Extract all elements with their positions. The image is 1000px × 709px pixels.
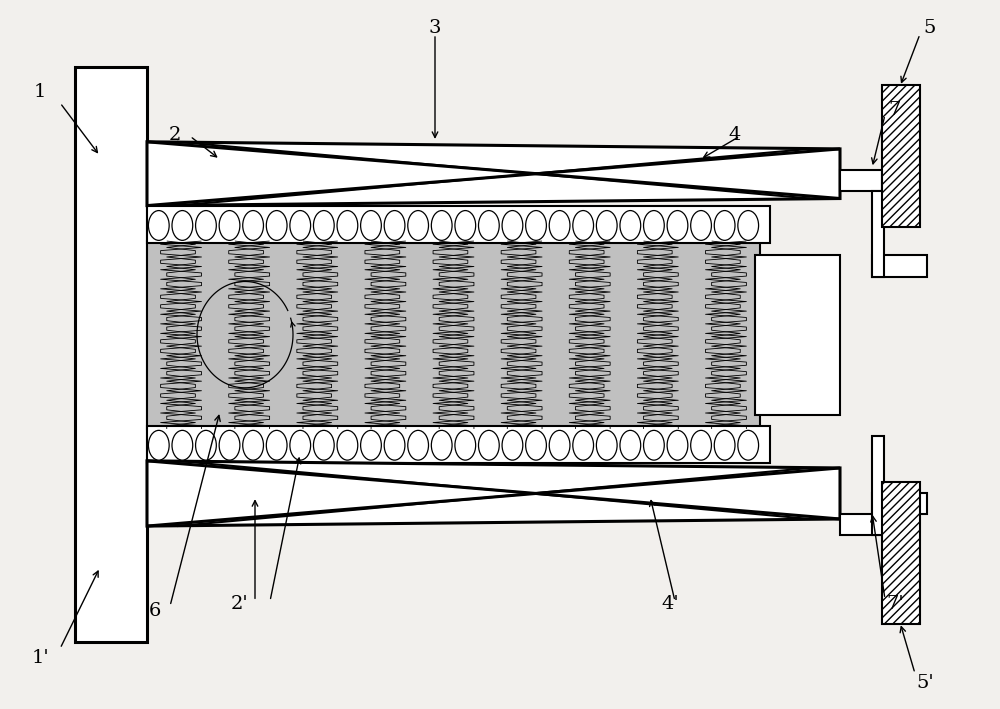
Ellipse shape [243, 430, 263, 460]
Ellipse shape [243, 211, 263, 240]
Ellipse shape [644, 430, 664, 460]
Bar [147, 426, 770, 463]
Ellipse shape [196, 211, 216, 240]
Polygon shape [147, 461, 840, 526]
Ellipse shape [714, 211, 735, 240]
Ellipse shape [219, 430, 240, 460]
Ellipse shape [266, 211, 287, 240]
Ellipse shape [738, 211, 759, 240]
Ellipse shape [196, 430, 216, 460]
Ellipse shape [526, 211, 546, 240]
Ellipse shape [384, 211, 405, 240]
Ellipse shape [361, 430, 381, 460]
Ellipse shape [667, 430, 688, 460]
Ellipse shape [455, 430, 476, 460]
Ellipse shape [502, 430, 523, 460]
Polygon shape [147, 142, 840, 206]
Bar [147, 206, 770, 243]
Bar [872, 191, 884, 277]
Ellipse shape [549, 211, 570, 240]
Ellipse shape [313, 430, 334, 460]
Text: 3: 3 [429, 19, 441, 38]
Ellipse shape [290, 430, 311, 460]
Ellipse shape [266, 430, 287, 460]
Ellipse shape [337, 211, 358, 240]
Ellipse shape [691, 430, 711, 460]
Ellipse shape [573, 430, 594, 460]
Ellipse shape [644, 211, 664, 240]
Ellipse shape [172, 211, 193, 240]
Ellipse shape [738, 430, 759, 460]
Text: 5: 5 [924, 19, 936, 38]
Ellipse shape [148, 211, 169, 240]
Ellipse shape [455, 211, 476, 240]
Ellipse shape [361, 211, 381, 240]
Ellipse shape [620, 211, 641, 240]
Ellipse shape [148, 430, 169, 460]
Text: 7': 7' [886, 595, 904, 613]
Bar [147, 241, 760, 429]
Ellipse shape [219, 211, 240, 240]
Bar [75, 67, 147, 642]
Bar [882, 85, 920, 227]
Ellipse shape [408, 430, 429, 460]
Ellipse shape [478, 430, 499, 460]
Ellipse shape [596, 430, 617, 460]
Ellipse shape [408, 211, 429, 240]
Ellipse shape [549, 430, 570, 460]
Ellipse shape [337, 430, 358, 460]
Ellipse shape [431, 211, 452, 240]
Ellipse shape [431, 430, 452, 460]
Ellipse shape [384, 430, 405, 460]
Text: 1: 1 [34, 83, 46, 101]
Bar [755, 255, 840, 415]
Text: 6: 6 [149, 602, 161, 620]
Ellipse shape [691, 211, 711, 240]
Text: 5': 5' [916, 674, 934, 692]
Ellipse shape [172, 430, 193, 460]
Ellipse shape [502, 211, 523, 240]
Ellipse shape [714, 430, 735, 460]
Bar [840, 514, 882, 535]
Ellipse shape [290, 211, 311, 240]
Bar [840, 170, 882, 191]
Ellipse shape [573, 211, 594, 240]
Ellipse shape [667, 211, 688, 240]
Text: 1': 1' [31, 649, 49, 667]
Ellipse shape [620, 430, 641, 460]
Text: 7: 7 [889, 101, 901, 119]
Bar [872, 436, 884, 535]
Ellipse shape [478, 211, 499, 240]
Bar [872, 255, 927, 277]
Ellipse shape [596, 211, 617, 240]
Bar [872, 493, 927, 514]
Text: 2': 2' [231, 595, 249, 613]
Bar [882, 482, 920, 624]
Text: 4: 4 [729, 125, 741, 144]
Text: 4': 4' [661, 595, 679, 613]
Text: 2: 2 [169, 125, 181, 144]
Ellipse shape [526, 430, 546, 460]
Ellipse shape [313, 211, 334, 240]
